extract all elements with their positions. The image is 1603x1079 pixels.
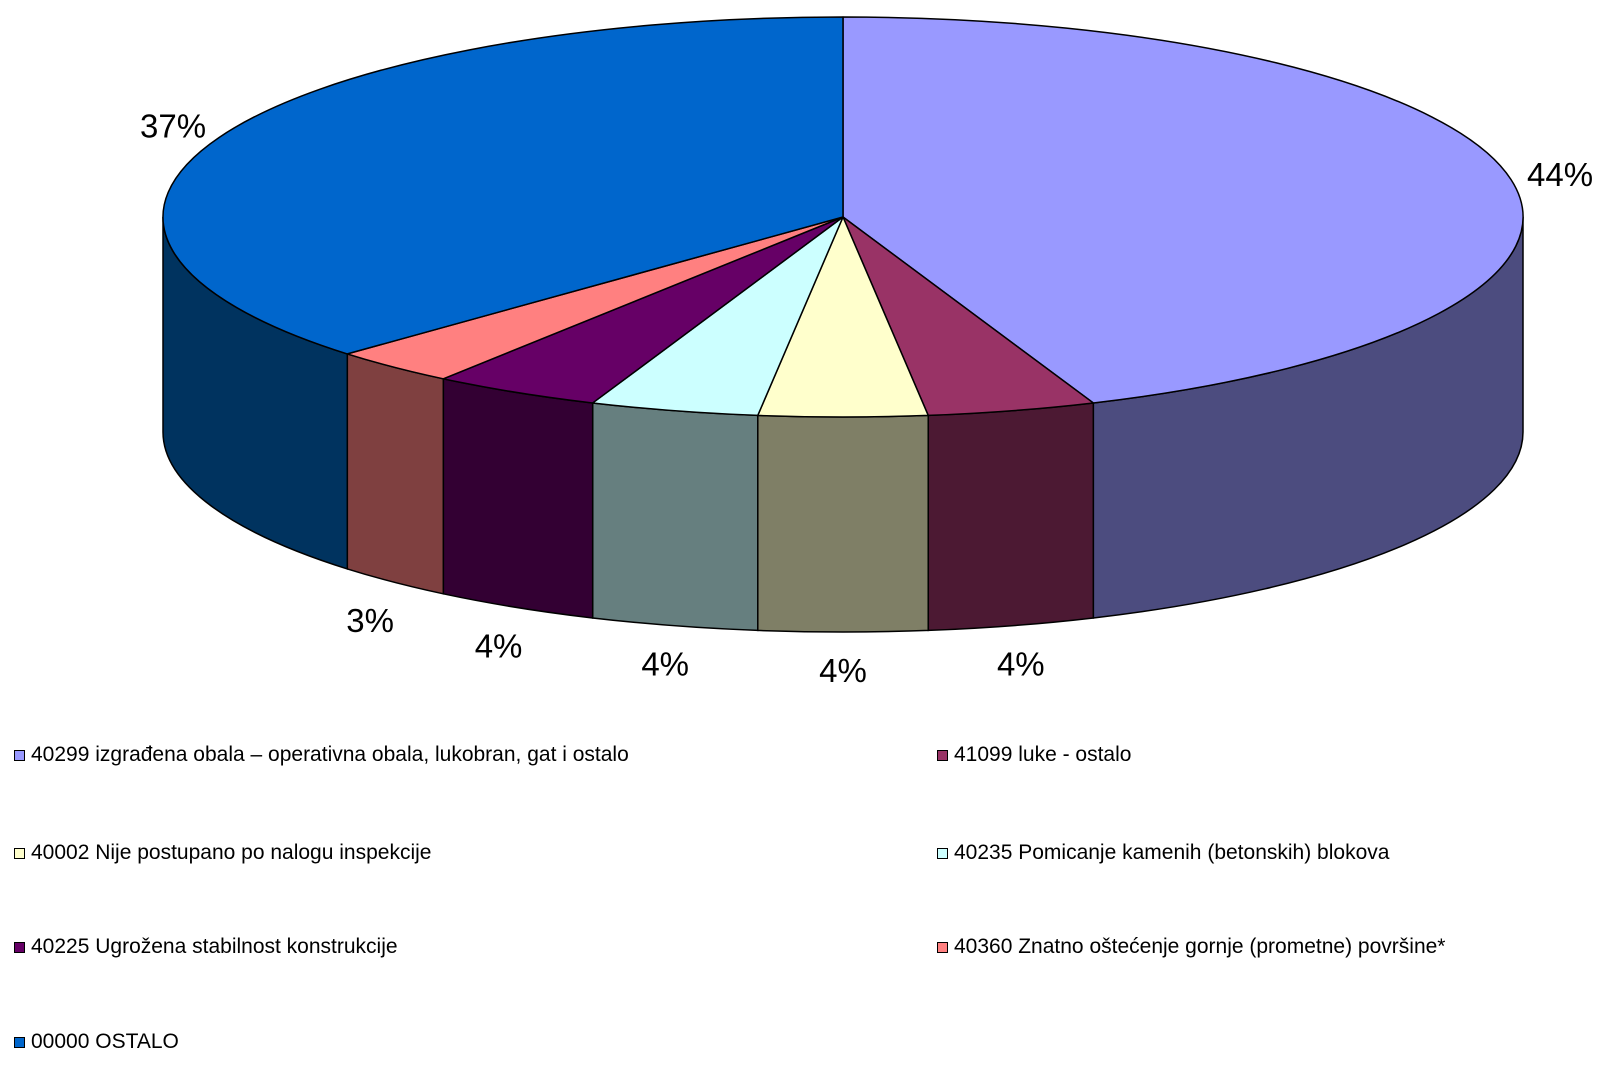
pie-slice-side-5 [442, 377, 594, 619]
pie-data-label-2: 4% [997, 646, 1045, 683]
legend-swatch [14, 749, 25, 761]
legend-label: 40360 Znatno oštećenje gornje (prometne)… [954, 935, 1446, 958]
pie-data-label-3: 4% [819, 652, 867, 689]
pie-data-label-5: 4% [475, 627, 523, 664]
legend-swatch [14, 941, 25, 953]
legend-label: 40225 Ugrožena stabilnost konstrukcije [31, 935, 398, 958]
legend-label: 00000 OSTALO [31, 1030, 179, 1053]
pie-side-layer [162, 216, 1524, 633]
legend-label: 41099 luke - ostalo [954, 743, 1132, 766]
legend-item-2: 41099 luke - ostalo [937, 743, 1131, 767]
legend-item-7: 00000 OSTALO [14, 1030, 179, 1054]
pie-data-label-4: 4% [641, 646, 689, 683]
pie-slice-side-6 [346, 352, 445, 595]
pie-data-label-6: 3% [346, 602, 394, 639]
pie-data-label-1: 44% [1527, 156, 1593, 193]
pie-slice-1[interactable] [842, 16, 1524, 404]
pie-slice-7[interactable] [162, 16, 844, 355]
pie-data-label-7: 37% [140, 108, 206, 145]
legend-item-6: 40360 Znatno oštećenje gornje (prometne)… [937, 935, 1445, 959]
legend-swatch [937, 941, 948, 953]
legend-swatch [14, 847, 25, 859]
legend-item-4: 40235 Pomicanje kamenih (betonskih) blok… [937, 841, 1389, 865]
legend-item-5: 40225 Ugrožena stabilnost konstrukcije [14, 935, 398, 959]
pie-label-layer: 44% 4% 4% 4% 4% 3% 37% [140, 108, 1593, 689]
legend-swatch [937, 749, 948, 761]
legend-label: 40002 Nije postupano po nalogu inspekcij… [31, 841, 432, 864]
legend-swatch [14, 1036, 25, 1048]
pie-slice-side-3 [757, 414, 929, 633]
legend-swatch [937, 847, 948, 859]
pie-slice-side-4 [591, 402, 759, 632]
pie-top-layer [162, 16, 1524, 418]
pie-slice-side-2 [927, 402, 1095, 632]
legend-item-1: 40299 izgrađena obala – operativna obala… [14, 743, 629, 767]
legend-label: 40235 Pomicanje kamenih (betonskih) blok… [954, 841, 1390, 864]
legend-label: 40299 izgrađena obala – operativna obala… [31, 743, 629, 766]
legend-item-3: 40002 Nije postupano po nalogu inspekcij… [14, 841, 431, 865]
